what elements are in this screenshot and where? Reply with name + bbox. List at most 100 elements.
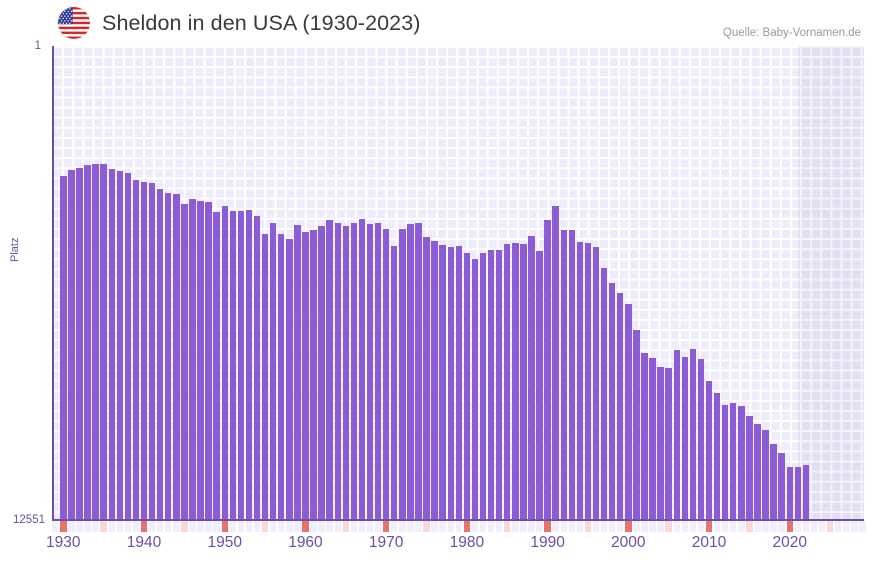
bar[interactable] <box>625 303 632 520</box>
bar[interactable] <box>689 349 697 520</box>
bar[interactable] <box>116 171 124 520</box>
bar[interactable] <box>342 225 350 520</box>
bar[interactable] <box>721 405 729 520</box>
bar[interactable] <box>495 249 503 520</box>
bar[interactable] <box>738 405 745 520</box>
bar[interactable] <box>245 210 253 520</box>
bar[interactable] <box>132 180 140 520</box>
bar[interactable] <box>189 199 196 520</box>
bar[interactable] <box>600 268 608 520</box>
bar[interactable] <box>657 367 664 520</box>
bar[interactable] <box>713 392 721 520</box>
bar[interactable] <box>229 211 237 520</box>
bar[interactable] <box>649 357 656 520</box>
bar[interactable] <box>197 200 204 520</box>
bar[interactable] <box>286 238 293 520</box>
bar[interactable] <box>778 453 785 520</box>
x-tick-marker <box>156 521 164 532</box>
bar[interactable] <box>148 182 156 520</box>
bar[interactable] <box>318 225 325 520</box>
bar[interactable] <box>794 467 802 520</box>
bar[interactable] <box>536 250 543 520</box>
bar[interactable] <box>310 230 317 520</box>
bar[interactable] <box>253 215 261 520</box>
bar[interactable] <box>221 206 228 520</box>
bar[interactable] <box>278 234 285 520</box>
bar[interactable] <box>407 224 414 520</box>
bar[interactable] <box>415 222 422 520</box>
bar[interactable] <box>156 188 164 520</box>
bar[interactable] <box>100 164 107 520</box>
bar[interactable] <box>584 243 592 520</box>
bar[interactable] <box>334 223 341 520</box>
bar[interactable] <box>576 242 584 520</box>
bar[interactable] <box>705 380 713 520</box>
bar[interactable] <box>302 232 309 520</box>
bar[interactable] <box>439 245 446 520</box>
bar[interactable] <box>802 464 810 520</box>
x-tick-marker-decade <box>382 521 390 532</box>
bar[interactable] <box>487 249 495 520</box>
bar[interactable] <box>560 230 567 520</box>
bar[interactable] <box>512 243 519 520</box>
bar[interactable] <box>471 258 479 520</box>
bar[interactable] <box>237 211 245 520</box>
bar[interactable] <box>294 225 301 520</box>
bar[interactable] <box>213 211 220 520</box>
bar[interactable] <box>140 181 148 520</box>
bar[interactable] <box>762 430 769 520</box>
bar[interactable] <box>382 228 390 520</box>
bar[interactable] <box>108 169 115 520</box>
bar[interactable] <box>730 402 737 520</box>
bar[interactable] <box>754 424 761 520</box>
bar[interactable] <box>447 246 454 520</box>
bar[interactable] <box>68 170 75 520</box>
bar[interactable] <box>173 193 180 520</box>
bar[interactable] <box>455 246 463 520</box>
bar[interactable] <box>269 223 277 520</box>
bar[interactable] <box>617 293 624 520</box>
bar[interactable] <box>520 244 527 520</box>
bar[interactable] <box>326 219 333 520</box>
bar[interactable] <box>697 359 705 520</box>
bar[interactable] <box>528 236 535 520</box>
bar[interactable] <box>391 246 398 520</box>
bar[interactable] <box>568 229 576 520</box>
bar[interactable] <box>165 193 172 520</box>
bar[interactable] <box>92 163 99 520</box>
bar[interactable] <box>463 252 471 520</box>
x-tick-marker <box>350 521 358 532</box>
bar[interactable] <box>608 282 616 520</box>
bar[interactable] <box>366 224 374 520</box>
bar[interactable] <box>770 443 777 520</box>
bar[interactable] <box>681 356 689 520</box>
x-tick-marker <box>100 521 107 532</box>
bar[interactable] <box>358 218 366 520</box>
bar[interactable] <box>205 202 212 520</box>
bar[interactable] <box>552 205 559 520</box>
bar[interactable] <box>124 172 132 520</box>
x-tick-marker <box>431 521 438 532</box>
bar[interactable] <box>479 252 487 520</box>
bar[interactable] <box>76 168 83 520</box>
bar[interactable] <box>786 467 793 520</box>
bar[interactable] <box>261 233 269 520</box>
bar[interactable] <box>633 330 640 520</box>
bar[interactable] <box>84 165 91 520</box>
bar[interactable] <box>60 176 67 520</box>
bar[interactable] <box>181 204 188 520</box>
bar[interactable] <box>374 223 382 520</box>
bar[interactable] <box>399 228 406 520</box>
bar[interactable] <box>423 237 430 520</box>
bar[interactable] <box>665 368 672 520</box>
bar[interactable] <box>544 219 551 520</box>
x-tick-marker <box>84 521 91 532</box>
bar[interactable] <box>504 243 511 520</box>
bar[interactable] <box>746 416 753 520</box>
bar[interactable] <box>641 353 648 520</box>
bar-series <box>52 46 864 520</box>
bar[interactable] <box>673 350 680 520</box>
bar[interactable] <box>592 247 600 520</box>
bar[interactable] <box>350 223 358 520</box>
bar[interactable] <box>431 240 438 520</box>
